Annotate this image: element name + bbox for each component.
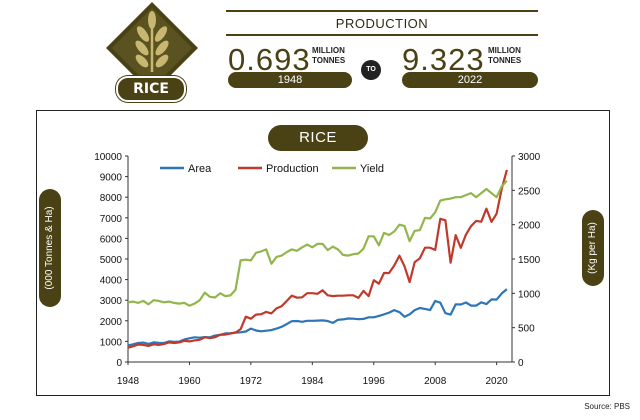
start-production-value: 0.693 [228, 42, 311, 77]
right-tick-label: 500 [518, 324, 535, 335]
right-tick-label: 2000 [518, 221, 541, 232]
left-tick-label: 9000 [100, 173, 123, 184]
start-unit: MILLION TONNES [312, 46, 345, 66]
start-year: 1948 [228, 72, 352, 88]
left-tick-label: 0 [116, 358, 122, 369]
left-tick-label: 1000 [100, 337, 123, 348]
left-tick-label: 10000 [94, 152, 122, 163]
left-tick-label: 5000 [100, 255, 123, 266]
right-tick-label: 2500 [518, 186, 541, 197]
wheat-emblem-icon [106, 2, 198, 94]
right-tick-label: 1000 [518, 289, 541, 300]
left-tick-label: 2000 [100, 317, 123, 328]
right-tick-label: 0 [518, 358, 524, 369]
x-tick-label: 1984 [301, 376, 324, 387]
x-tick-label: 2008 [424, 376, 447, 387]
source-note: Source: PBS [584, 402, 630, 411]
to-connector: TO [361, 60, 381, 80]
header-mid-rule [226, 34, 538, 36]
end-production-value: 9.323 [402, 42, 485, 77]
legend-label-yield: Yield [360, 163, 384, 175]
end-unit-line1: MILLION [488, 46, 521, 55]
left-tick-label: 6000 [100, 234, 123, 245]
x-tick-label: 1960 [178, 376, 201, 387]
left-tick-label: 8000 [100, 193, 123, 204]
chart-title: RICE [268, 125, 368, 151]
end-unit: MILLION TONNES [488, 46, 521, 66]
series-line-yield [127, 179, 508, 307]
x-tick-label: 1948 [117, 376, 140, 387]
right-tick-label: 3000 [518, 152, 541, 163]
left-tick-label: 7000 [100, 214, 123, 225]
legend-label-area: Area [188, 163, 212, 175]
end-year: 2022 [402, 72, 538, 88]
end-unit-line2: TONNES [488, 56, 522, 65]
logo-label: RICE [116, 76, 186, 102]
production-title: PRODUCTION [335, 16, 429, 31]
start-unit-line2: TONNES [312, 56, 346, 65]
series-line-area [127, 288, 508, 347]
chart-frame [36, 110, 610, 396]
start-unit-line1: MILLION [312, 46, 345, 55]
legend-label-production: Production [266, 163, 319, 175]
x-tick-label: 1996 [363, 376, 386, 387]
series-line-production [127, 169, 508, 349]
left-tick-label: 4000 [100, 276, 123, 287]
right-tick-label: 1500 [518, 255, 541, 266]
x-tick-label: 2020 [486, 376, 509, 387]
left-tick-label: 3000 [100, 296, 123, 307]
x-tick-label: 1972 [240, 376, 263, 387]
rice-logo [104, 0, 200, 100]
header-top-rule [226, 10, 538, 12]
